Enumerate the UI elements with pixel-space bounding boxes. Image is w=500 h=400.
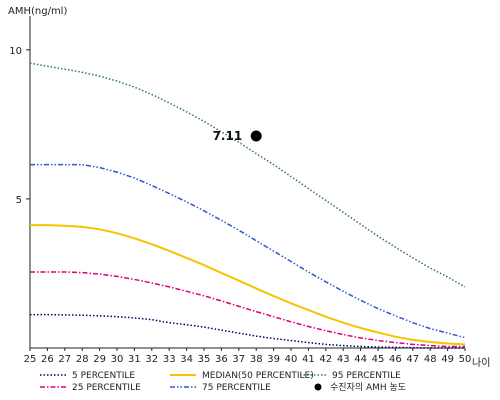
x-tick-label: 43 [337,354,350,365]
x-tick-label: 25 [24,354,37,365]
x-tick-label: 39 [267,354,280,365]
x-tick-label: 50 [459,354,472,365]
patient-amh-value-label: 7.11 [213,129,243,143]
x-tick-label: 48 [424,354,437,365]
series-line-3 [30,163,466,339]
legend-label-3: 75 PERCENTILE [202,383,271,393]
legend-swatch-point [314,383,322,391]
legend-label-2: MEDIAN(50 PERCENTILE) [202,371,314,381]
legend: 5 PERCENTILE 25 PERCENTILE MEDIAN(50 PERCE… [40,371,406,393]
x-tick-label: 44 [354,354,367,365]
x-tick-label: 31 [128,354,141,365]
series-line-4 [29,62,466,288]
x-tick-label: 49 [441,354,454,365]
series-line-1 [30,271,465,348]
x-tick-label: 41 [302,354,315,365]
x-tick-label: 34 [180,354,193,365]
x-tick-label: 40 [285,354,298,365]
legend-label-point: 수진자의 AMH 농도 [330,382,406,393]
x-tick-label: 26 [41,354,54,365]
x-tick-label: 45 [372,354,385,365]
x-tick-label: 42 [319,354,332,365]
x-tick-label: 33 [163,354,176,365]
x-tick-label: 29 [93,354,106,365]
x-tick-label: 37 [232,354,245,365]
y-tick-label: 5 [16,195,22,206]
patient-amh-point [250,130,262,142]
legend-label-0: 5 PERCENTILE [72,371,135,381]
x-tick-label: 28 [76,354,89,365]
y-axis-label: AMH(ng/ml) [8,6,67,17]
x-tick-label: 32 [145,354,158,365]
axes: 5 10 25 26 27 28 29 30 31 32 33 34 35 36 37 38 39 40 41 42 4… [9,16,471,365]
x-tick-label: 46 [389,354,402,365]
x-tick-label: 47 [406,354,419,365]
x-axis-label: 나이 [472,357,490,369]
x-tick-label: 35 [198,354,211,365]
patient-point-layer: 7.11 [213,129,262,143]
legend-label-4: 95 PERCENTILE [332,371,401,381]
series-line-2 [30,224,466,346]
y-tick-label: 10 [9,46,22,57]
legend-label-1: 25 PERCENTILE [72,383,141,393]
series-layer [29,62,466,349]
series-line-0 [30,313,465,349]
x-tick-label: 27 [58,354,71,365]
x-tick-label: 36 [215,354,228,365]
x-tick-label: 38 [250,354,263,365]
x-tick-label: 30 [111,354,124,365]
